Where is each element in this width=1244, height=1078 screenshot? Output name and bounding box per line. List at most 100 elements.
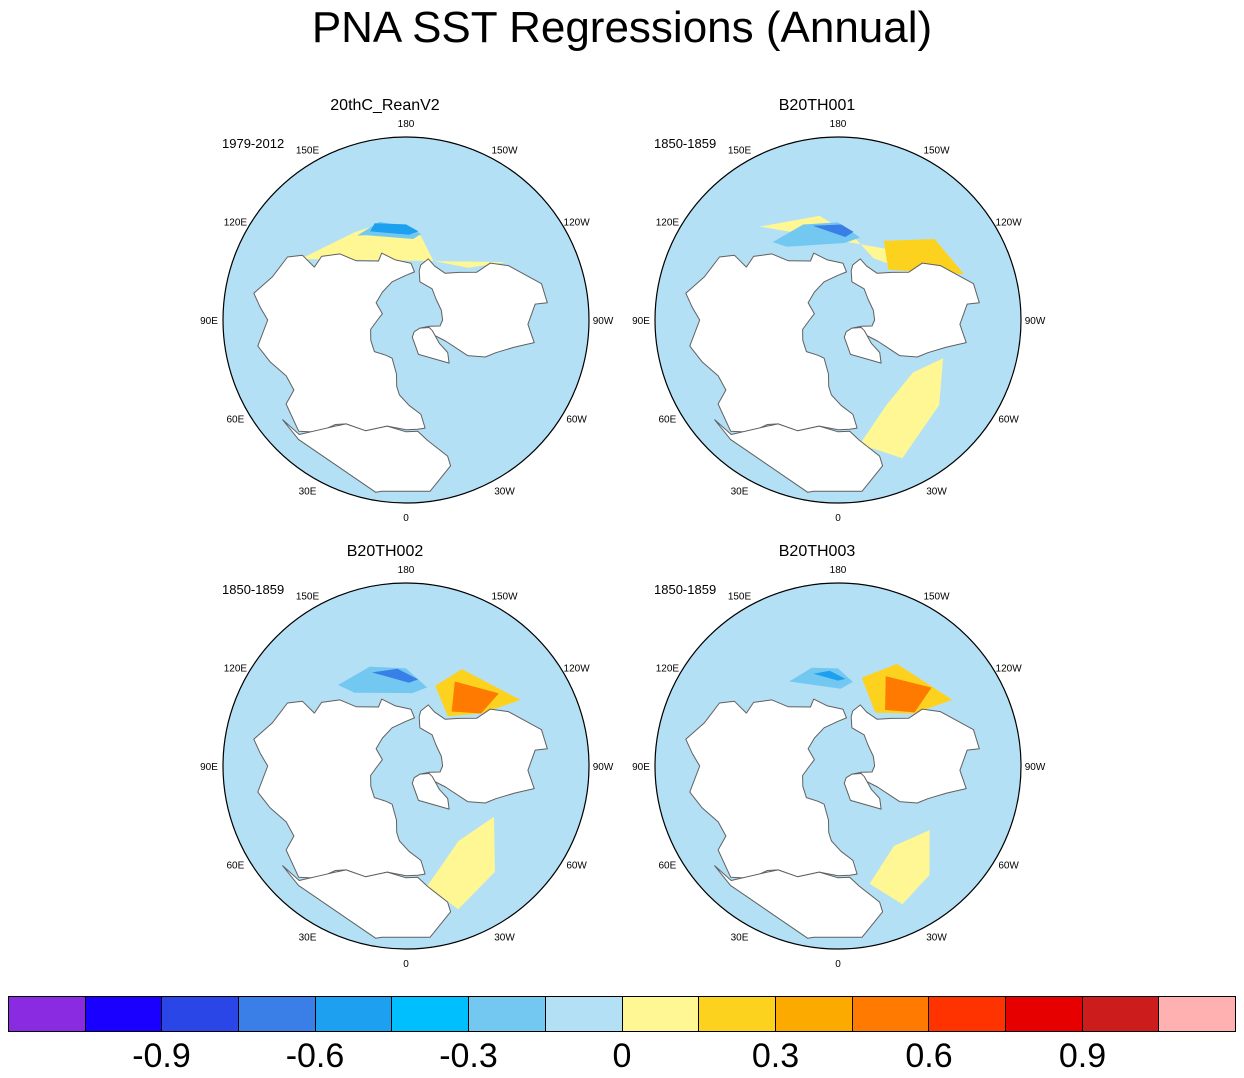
land-greenland [411,327,450,364]
map-boundary [222,136,590,504]
colorbar-label: 0 [612,1037,632,1075]
colorbar-box [239,997,316,1031]
colorbar-box [1159,997,1235,1031]
land-africa [714,865,884,939]
colorbar-box [162,997,240,1031]
longitude-label: 90W [593,762,614,773]
land-north-america [418,704,548,804]
map-boundary [222,582,590,950]
longitude-label: 30E [731,487,749,498]
land-greenland [411,773,450,810]
colorbar-label: -0.9 [132,1037,191,1075]
colorbar-box [9,997,86,1031]
longitude-label: 0 [835,959,841,970]
panel-period: 1850-1859 [654,582,717,597]
sst-anomaly-region [869,830,930,905]
colorbar-box [469,997,546,1031]
longitude-label: 120W [564,218,591,229]
longitude-label: 90E [632,316,650,327]
panel-period: 1979-2012 [222,136,285,151]
land-eurasia [685,252,858,433]
map-content [223,583,589,949]
colorbar-label: 0.9 [1058,1037,1107,1075]
longitude-label: 120W [996,218,1023,229]
panel-title: B20TH002 [346,543,424,560]
land-north-america [850,258,980,358]
longitude-label: 180 [830,565,847,576]
map-boundary [654,136,1022,504]
longitude-label: 30W [494,487,515,498]
longitude-label: 150W [923,145,950,156]
sst-anomaly-region [293,214,482,244]
longitude-label: 30E [299,933,317,944]
sst-anomaly-region [885,676,932,713]
polar-map: 180 150E 120E 90E 60E 30E 0 30W 60W 90W 120W 150W [632,565,1046,970]
colorbar-labels: -0.9 -0.6 -0.3 0 0.3 0.6 0.9 [8,1036,1236,1076]
longitude-label: 90W [593,316,614,327]
colorbar-box [852,997,930,1031]
sst-anomaly-region [427,816,495,910]
longitude-label: 30W [494,933,515,944]
polar-map: 180 150E 120E 90E 60E 30E 0 30W 60W 90W 120W 150W [200,565,614,970]
longitude-label: 120E [224,664,248,675]
colorbar-box [85,997,163,1031]
sst-anomaly-region [883,239,965,275]
map-content [223,137,589,503]
land-eurasia [253,698,426,879]
longitude-label: 30E [731,933,749,944]
sst-anomaly-region [859,358,944,459]
polar-map: 180 150E 120E 90E 60E 30E 0 30W 60W 90W 120W 150W [632,119,1046,524]
map-panel-3: B20TH002 1850-1859 180 150E 120E 90E 60E 30E 0… [200,542,614,970]
map-boundary [654,582,1022,950]
sst-anomaly-region [371,668,419,683]
land-africa [282,419,452,493]
colorbar-box [392,997,470,1031]
longitude-label: 60W [566,415,587,426]
longitude-label: 150W [491,591,518,602]
sst-anomaly-region [370,223,419,235]
colorbar-box [1005,997,1083,1031]
polar-map: 180 150E 120E 90E 60E 30E 0 30W 60W 90W 120W 150W [200,119,614,524]
longitude-label: 150E [296,591,320,602]
longitude-label: 60E [227,415,245,426]
longitude-label: 60E [659,861,677,872]
longitude-label: 180 [398,119,415,130]
longitude-label: 120W [996,664,1023,675]
longitude-label: 150W [491,145,518,156]
colorbar-box [929,997,1006,1031]
longitude-label: 60W [998,415,1019,426]
longitude-label: 180 [830,119,847,130]
sst-anomaly-region [789,667,853,689]
longitude-label: 120E [224,218,248,229]
longitude-label: 30W [926,487,947,498]
land-africa [714,419,884,493]
colorbar-box [775,997,853,1031]
sst-anomaly-region [812,224,854,237]
sst-anomaly-region [813,670,846,681]
map-content [655,137,1021,503]
longitude-label: 90E [200,762,218,773]
land-greenland [843,327,882,364]
longitude-label: 60E [227,861,245,872]
longitude-label: 150E [728,591,752,602]
longitude-label: 0 [403,959,409,970]
panel-title: B20TH003 [778,543,856,560]
longitude-label: 120E [656,218,680,229]
longitude-label: 150E [728,145,752,156]
longitude-label: 30W [926,933,947,944]
longitude-label: 60E [659,415,677,426]
sst-anomaly-region [300,218,507,268]
colorbar-box [315,997,393,1031]
longitude-label: 150W [923,591,950,602]
longitude-label: 60W [998,861,1019,872]
map-content [655,583,1021,949]
figure-title: PNA SST Regressions (Annual) [311,3,933,52]
longitude-label: 0 [835,513,841,524]
longitude-label: 120E [656,664,680,675]
panel-title: 20thC_ReanV2 [330,97,440,114]
land-eurasia [253,252,426,433]
longitude-label: 0 [403,513,409,524]
longitude-label: 60W [566,861,587,872]
colorbar-box [1082,997,1160,1031]
longitude-label: 90E [632,762,650,773]
